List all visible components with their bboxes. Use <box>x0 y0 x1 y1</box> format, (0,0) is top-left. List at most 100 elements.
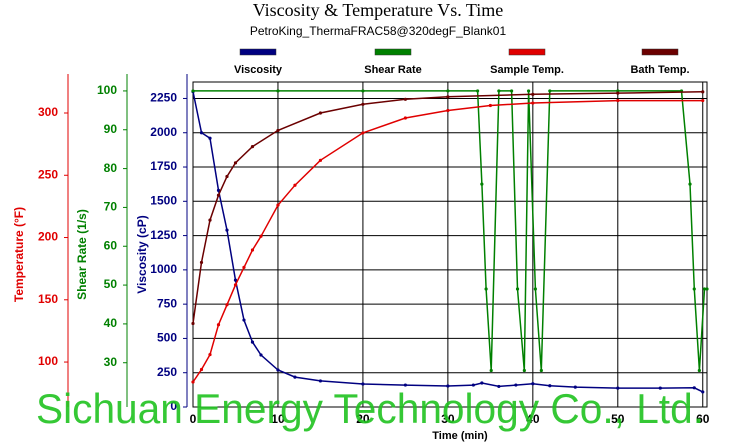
chart-title: Viscosity & Temperature Vs. Time <box>253 0 504 20</box>
series-line <box>192 91 704 393</box>
y-tick-label: 750 <box>157 296 177 310</box>
point <box>514 383 518 387</box>
point <box>658 386 662 390</box>
y-tick-label: 1750 <box>150 159 177 173</box>
y-tick-label: 100 <box>38 354 58 368</box>
point <box>216 323 221 327</box>
chart-subtitle: PetroKing_ThermaFRAC58@320degF_Blank01 <box>250 24 507 38</box>
legend-swatch <box>508 48 546 56</box>
legend-label: Viscosity <box>234 64 283 76</box>
point <box>250 248 255 252</box>
point <box>191 321 195 326</box>
point <box>616 91 620 95</box>
x-tick-label: 30 <box>441 412 455 426</box>
y-tick-label: 70 <box>104 200 118 214</box>
point <box>489 368 493 373</box>
point <box>225 303 229 307</box>
point <box>208 218 212 222</box>
point <box>446 384 450 388</box>
point <box>471 383 475 387</box>
y-tick-label: 30 <box>104 355 118 369</box>
legend-label: Shear Rate <box>364 64 421 76</box>
point <box>293 375 297 379</box>
point <box>476 89 480 93</box>
point <box>361 131 365 135</box>
point <box>276 89 280 93</box>
y-tick-label: 500 <box>157 331 177 345</box>
point <box>548 89 552 93</box>
legend-swatch <box>374 48 412 56</box>
point <box>616 386 620 390</box>
point <box>199 260 204 265</box>
point <box>509 89 514 93</box>
point <box>225 228 229 232</box>
y-tick-label: 2250 <box>150 91 177 105</box>
point <box>361 89 365 93</box>
y-tick-label: 2000 <box>150 125 177 139</box>
point <box>403 383 407 387</box>
x-tick-label: 10 <box>271 412 285 426</box>
axis-title: Viscosity (cP) <box>135 215 149 293</box>
axis-title: Temperature (°F) <box>12 207 26 302</box>
point <box>259 234 263 238</box>
point <box>199 367 204 372</box>
point <box>191 380 195 384</box>
x-axis-title: Time (min) <box>432 430 488 442</box>
y-tick-label: 250 <box>157 365 177 379</box>
point <box>208 352 212 357</box>
point <box>361 382 365 386</box>
point <box>242 318 246 322</box>
point <box>318 158 323 162</box>
legend-swatch <box>641 48 679 56</box>
point <box>446 95 450 99</box>
point <box>276 368 280 372</box>
y-tick-label: 0 <box>170 399 177 413</box>
point <box>233 161 238 165</box>
y-tick-label: 90 <box>104 122 118 136</box>
point <box>199 131 204 135</box>
point <box>531 92 535 96</box>
y-tick-label: 200 <box>38 230 58 244</box>
point <box>259 353 263 357</box>
y-tick-label: 1000 <box>150 262 177 276</box>
point <box>250 145 255 149</box>
plot-border <box>192 81 708 408</box>
point <box>701 390 705 394</box>
point <box>697 368 701 373</box>
point <box>616 98 620 103</box>
point <box>276 203 280 207</box>
point <box>446 108 450 113</box>
point <box>318 111 323 115</box>
point <box>497 89 501 93</box>
y-tick-label: 50 <box>104 277 118 291</box>
point <box>515 287 520 291</box>
y-tick-label: 80 <box>104 161 118 175</box>
legend-label: Bath Temp. <box>630 64 689 76</box>
point <box>216 188 221 192</box>
legend-swatch <box>239 48 277 56</box>
y-tick-label: 250 <box>38 167 58 181</box>
x-tick-label: 60 <box>696 412 710 426</box>
point <box>403 116 407 120</box>
point <box>522 368 526 373</box>
point <box>488 103 492 108</box>
y-tick-label: 1250 <box>150 228 177 242</box>
point <box>403 97 407 101</box>
point <box>242 265 246 270</box>
y-tick-label: 300 <box>38 105 58 119</box>
x-tick-label: 40 <box>526 412 540 426</box>
point <box>446 89 450 93</box>
point <box>701 90 705 94</box>
x-tick-label: 20 <box>356 412 370 426</box>
y-tick-label: 150 <box>38 292 58 306</box>
point <box>705 287 709 291</box>
point <box>480 381 484 385</box>
x-tick-label: 50 <box>611 412 625 426</box>
point <box>692 386 696 390</box>
point <box>531 101 535 105</box>
y-tick-label: 40 <box>104 316 118 330</box>
point <box>533 287 537 291</box>
point <box>480 182 484 186</box>
watermark: Sichuan Energy Technology Co., Ltd. <box>36 385 704 432</box>
point <box>539 368 543 373</box>
